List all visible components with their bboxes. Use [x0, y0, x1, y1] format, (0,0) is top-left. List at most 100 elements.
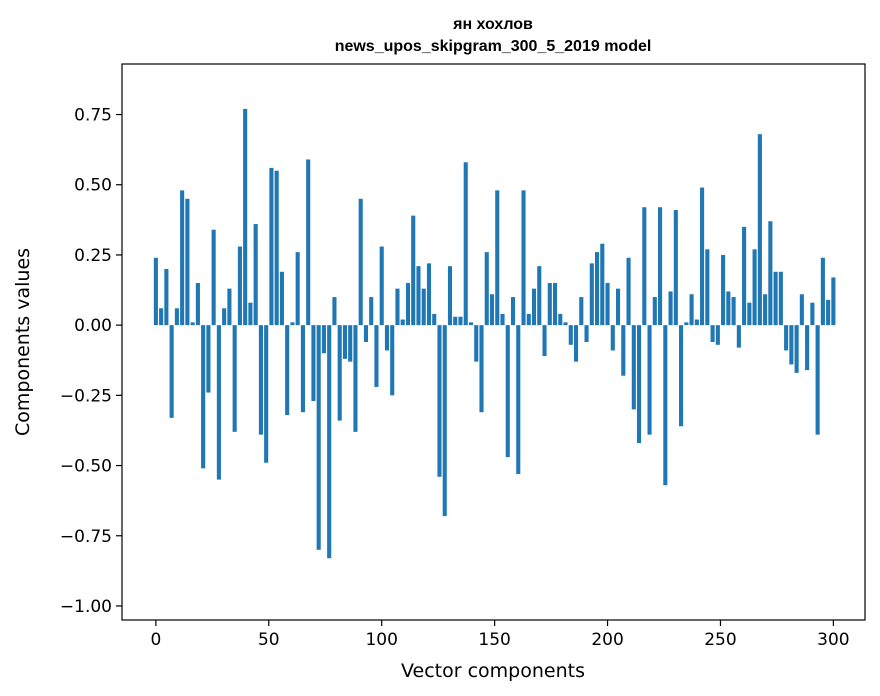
- bar: [432, 313, 437, 326]
- bar: [327, 325, 332, 559]
- bar: [153, 257, 158, 326]
- x-axis-label: Vector components: [401, 660, 585, 682]
- bar: [421, 288, 426, 326]
- bar: [516, 325, 521, 474]
- x-tick-label: 150: [478, 630, 510, 650]
- bar: [820, 257, 825, 326]
- bar: [474, 325, 479, 362]
- bar: [300, 325, 305, 413]
- bar: [742, 226, 747, 326]
- bar: [805, 325, 810, 371]
- x-tick-label: 300: [817, 630, 849, 650]
- bar: [159, 308, 164, 326]
- bar: [505, 325, 510, 458]
- bar: [295, 252, 300, 326]
- bar: [180, 190, 185, 326]
- bar: [379, 246, 384, 326]
- bar: [579, 297, 584, 326]
- bar: [174, 308, 179, 326]
- bar: [500, 313, 505, 326]
- y-tick-label: −0.50: [60, 457, 112, 477]
- bar: [447, 266, 453, 326]
- bar: [253, 224, 258, 326]
- bar: [211, 229, 216, 326]
- bar: [673, 210, 678, 326]
- bar: [264, 325, 269, 463]
- bars-group: [153, 108, 836, 559]
- x-tick-label: 250: [704, 630, 736, 650]
- bar: [332, 297, 337, 326]
- bar: [705, 249, 710, 326]
- bar: [689, 294, 694, 326]
- bar: [763, 294, 768, 326]
- bar: [316, 325, 321, 550]
- bar: [468, 322, 474, 326]
- bar: [736, 325, 741, 348]
- bar: [510, 297, 516, 326]
- x-tick-label: 50: [258, 630, 280, 650]
- bar: [358, 198, 363, 326]
- bar: [363, 325, 369, 342]
- bar: [222, 308, 227, 326]
- bar: [531, 288, 537, 326]
- bar: [190, 322, 195, 326]
- y-axis: 0.75 0.50 0.25 0.00 −0.25 −0.50 −0.75 −1.00: [60, 106, 122, 617]
- bar: [521, 190, 526, 326]
- bar: [694, 319, 699, 326]
- bar: [721, 254, 726, 326]
- bar: [411, 215, 416, 326]
- bar: [799, 294, 804, 326]
- y-axis-label: Components values: [12, 248, 34, 436]
- bar: [390, 325, 395, 396]
- bar: [458, 316, 463, 326]
- bar: [573, 325, 579, 362]
- y-tick-label: −1.00: [60, 597, 112, 617]
- bar: [752, 249, 757, 326]
- bar: [810, 302, 815, 326]
- y-tick-label: −0.75: [60, 527, 112, 547]
- bar: [442, 325, 447, 517]
- bar: [342, 325, 347, 359]
- bar: [400, 319, 405, 326]
- bar: [195, 283, 200, 326]
- bar: [784, 325, 789, 351]
- bar: [201, 325, 206, 469]
- bar: [647, 325, 652, 435]
- bar: [731, 297, 736, 326]
- bar: [547, 283, 552, 326]
- bar: [668, 291, 673, 326]
- chart-title: ян хохлов: [452, 16, 533, 33]
- bar: [479, 325, 484, 413]
- bar: [616, 288, 621, 326]
- bar: [426, 263, 432, 326]
- bar: [558, 313, 563, 326]
- bar: [337, 325, 342, 421]
- bar: [794, 325, 799, 373]
- bar: [169, 325, 174, 418]
- bar: [826, 299, 831, 326]
- bar: [274, 170, 279, 326]
- y-tick-label: 0.25: [74, 246, 112, 266]
- bar: [416, 266, 421, 326]
- bar: [768, 221, 773, 326]
- bar: [626, 257, 631, 326]
- bar: [311, 325, 316, 401]
- bar: [279, 271, 284, 326]
- bar: [405, 283, 411, 326]
- bar: [216, 325, 221, 480]
- bar: [684, 322, 689, 326]
- bar: [353, 325, 358, 432]
- bar: [679, 325, 684, 427]
- y-tick-label: 0.75: [74, 106, 112, 126]
- y-tick-label: 0.50: [74, 176, 112, 196]
- bar: [243, 108, 248, 326]
- bar: [552, 283, 558, 326]
- bar: [537, 266, 542, 326]
- y-tick-label: 0.00: [74, 316, 112, 336]
- bar: [248, 302, 253, 326]
- bar: [600, 243, 605, 326]
- bar: [610, 325, 615, 351]
- bar: [621, 325, 626, 376]
- bar: [584, 325, 589, 342]
